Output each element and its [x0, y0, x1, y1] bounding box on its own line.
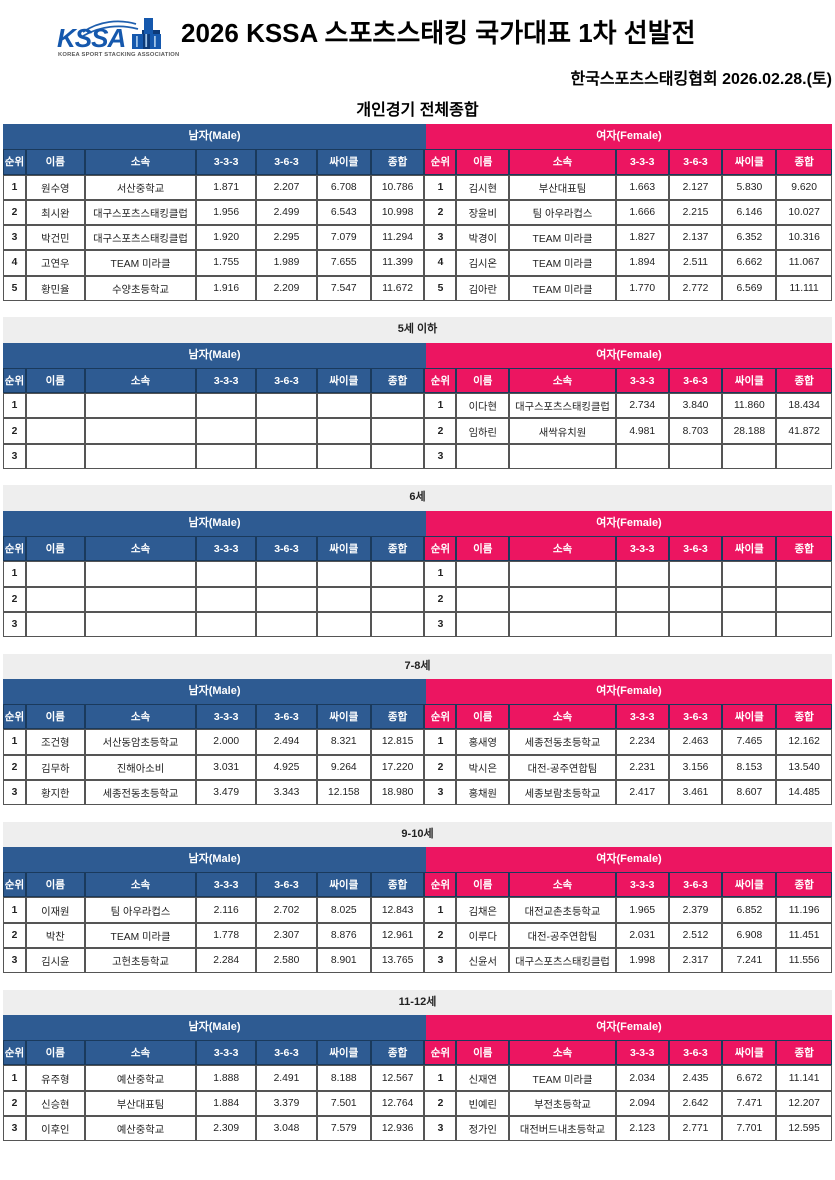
svg-text:KSSA: KSSA	[57, 23, 125, 53]
svg-text:KOREA SPORT STACKING ASSOCIATI: KOREA SPORT STACKING ASSOCIATION	[58, 52, 179, 58]
